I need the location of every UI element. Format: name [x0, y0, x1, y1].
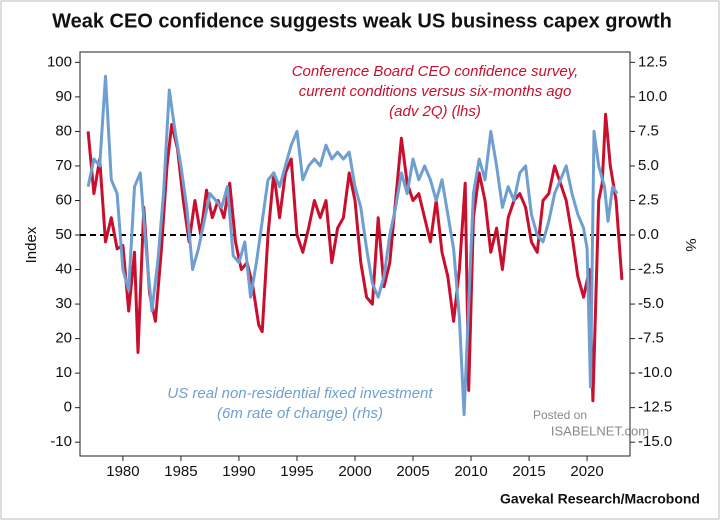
y2-tick-label: -10.0: [638, 364, 672, 381]
y2-tick-label: -12.5: [638, 399, 672, 416]
y-tick-label: 40: [55, 261, 72, 278]
x-tick-label: 2010: [454, 463, 487, 480]
x-tick-label: 2005: [396, 463, 429, 480]
series-line: [86, 74, 619, 417]
y2-tick-label: -7.5: [638, 330, 664, 347]
y2-tick-label: 10.0: [638, 88, 667, 105]
y-tick-label: 50: [55, 226, 72, 243]
y-tick-label: 100: [47, 53, 72, 70]
watermark: Posted on: [533, 408, 587, 422]
x-tick-label: 2020: [570, 463, 603, 480]
y2-tick-label: 12.5: [638, 53, 667, 70]
annotation: (6m rate of change) (rhs): [217, 405, 383, 422]
annotation: current conditions versus six-months ago: [299, 83, 572, 100]
y2-tick-label: 2.5: [638, 191, 659, 208]
x-tick-label: 1995: [280, 463, 313, 480]
y-tick-label: -10: [50, 433, 72, 450]
y-tick-label: 20: [55, 330, 72, 347]
y-axis-label: Index: [23, 226, 40, 263]
y-tick-label: 80: [55, 122, 72, 139]
x-tick-label: 1985: [164, 463, 197, 480]
y-tick-label: 90: [55, 88, 72, 105]
y2-axis-label: %: [682, 238, 699, 251]
x-tick-label: 2015: [512, 463, 545, 480]
y2-tick-label: -15.0: [638, 433, 672, 450]
y2-tick-label: 5.0: [638, 157, 659, 174]
y2-tick-label: 0.0: [638, 226, 659, 243]
x-tick-label: 1980: [106, 463, 139, 480]
y-tick-label: 0: [64, 399, 72, 416]
chart-title: Weak CEO confidence suggests weak US bus…: [52, 10, 672, 32]
annotation: Conference Board CEO confidence survey,: [292, 63, 579, 80]
x-tick-label: 1990: [222, 463, 255, 480]
source: Gavekal Research/Macrobond: [500, 491, 700, 507]
watermark: ISABELNET.com: [551, 423, 649, 438]
y2-tick-label: -2.5: [638, 261, 664, 278]
y-tick-label: 10: [55, 364, 72, 381]
annotation: (adv 2Q) (lhs): [389, 103, 481, 120]
y2-tick-label: -5.0: [638, 295, 664, 312]
y-tick-label: 30: [55, 295, 72, 312]
x-tick-label: 2000: [338, 463, 371, 480]
y2-tick-label: 7.5: [638, 122, 659, 139]
y-tick-label: 60: [55, 191, 72, 208]
y-tick-label: 70: [55, 157, 72, 174]
annotation: US real non-residential fixed investment: [167, 385, 433, 402]
